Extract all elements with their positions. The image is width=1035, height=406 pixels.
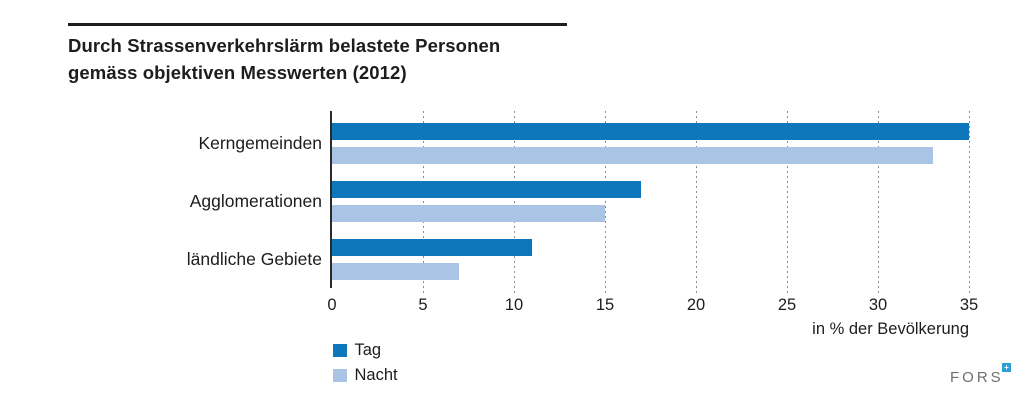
chart-title-line1: Durch Strassenverkehrslärm belastete Per… — [68, 35, 501, 56]
gridline-30 — [877, 111, 879, 293]
x-tick-label-25: 25 — [777, 296, 797, 314]
x-axis-title: in % der Bevölkerung — [812, 320, 969, 338]
gridline-35 — [968, 111, 970, 293]
legend-item-tag: Tag — [333, 338, 398, 363]
legend-swatch-tag — [333, 343, 347, 358]
chart-title-line2: gemäss objektiven Messwerten (2012) — [68, 62, 407, 83]
bar-tag-1 — [332, 123, 969, 140]
x-tick-label-20: 20 — [686, 296, 706, 314]
bar-nacht-3 — [332, 263, 460, 280]
x-tick-label-10: 10 — [504, 296, 524, 314]
legend-label-nacht: Nacht — [354, 366, 398, 384]
gridline-10 — [513, 111, 515, 293]
chart-title: Durch Strassenverkehrslärm belastete Per… — [68, 32, 500, 86]
legend-item-nacht: Nacht — [333, 363, 398, 388]
x-tick-label-35: 35 — [959, 296, 979, 314]
bar-nacht-2 — [332, 205, 605, 222]
title-rule — [68, 23, 567, 26]
y-axis-line — [330, 111, 332, 288]
x-tick-label-30: 30 — [868, 296, 888, 314]
x-tick-label-0: 0 — [327, 296, 337, 314]
x-tick-label-15: 15 — [595, 296, 615, 314]
category-label-1: Kerngemeinden — [198, 133, 322, 154]
legend: Tag Nacht — [333, 338, 398, 388]
fors-logo-text: FORS — [950, 369, 1004, 386]
fors-logo-mark-icon: + — [1002, 363, 1011, 372]
bar-nacht-1 — [332, 147, 933, 164]
x-tick-label-5: 5 — [418, 296, 428, 314]
legend-label-tag: Tag — [354, 341, 382, 359]
category-label-2: Agglomerationen — [189, 191, 322, 212]
gridline-15 — [604, 111, 606, 293]
gridline-5 — [422, 111, 424, 293]
category-label-3: ländliche Gebiete — [186, 249, 322, 270]
legend-swatch-nacht — [333, 368, 347, 383]
gridline-25 — [786, 111, 788, 293]
bar-tag-2 — [332, 181, 642, 198]
gridline-20 — [695, 111, 697, 293]
bar-tag-3 — [332, 239, 533, 256]
